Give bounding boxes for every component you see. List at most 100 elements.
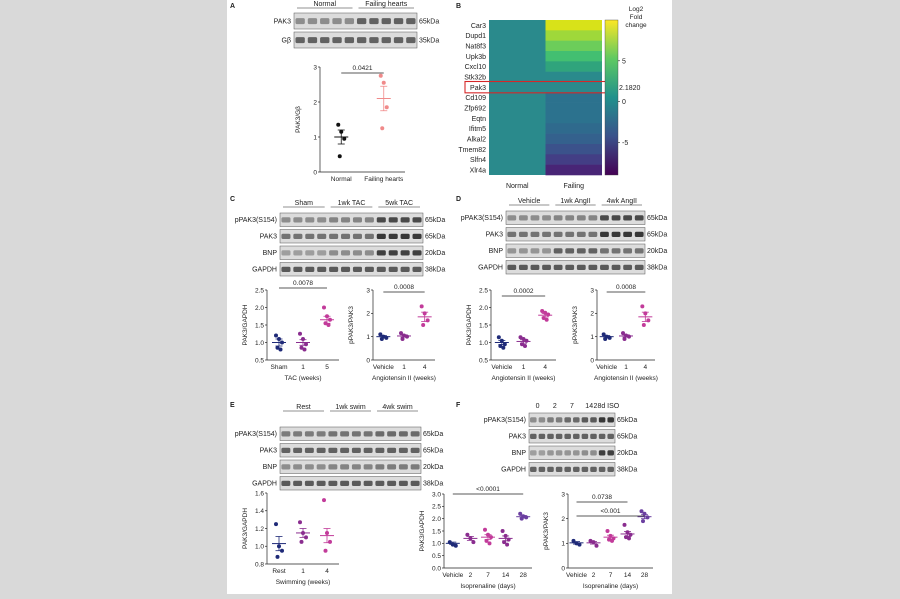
- panel-f-left-data-point: [500, 529, 505, 533]
- blot-band: [398, 431, 408, 437]
- blot-band: [611, 215, 621, 221]
- blot-band: [376, 250, 386, 256]
- panel-d-right-x-tick-label: Vehicle: [596, 364, 617, 371]
- blot-kda-label: 65kDa: [423, 431, 443, 438]
- blot-band: [381, 18, 391, 25]
- blot-band: [406, 18, 416, 25]
- blot-band: [565, 264, 575, 271]
- blot-strip: [279, 443, 422, 458]
- panel-c-left-y-tick-label: 2.5: [255, 287, 264, 294]
- blot-band: [588, 215, 598, 221]
- blot-kda-label: 35kDa: [419, 37, 439, 44]
- blot-band: [281, 447, 291, 454]
- heatmap-gene-label: Stk32b: [464, 74, 486, 81]
- blot-kda-label: 38kDa: [647, 264, 667, 271]
- panel-f-right-y-tick-label: 1: [561, 541, 565, 548]
- panel-c-right-data-point: [405, 334, 409, 339]
- panel-f-right-y-tick-label: 3: [561, 491, 565, 498]
- blot-band: [600, 231, 609, 238]
- blot-band: [564, 417, 571, 423]
- blot-band: [634, 215, 644, 221]
- blot-band: [581, 466, 589, 473]
- panel-f-right-data-point: [605, 529, 610, 533]
- blot-band: [623, 248, 633, 254]
- panel-c-right-y-tick-label: 3: [366, 287, 370, 294]
- blot-band: [398, 480, 408, 487]
- blot-group-label: 1wk AngII: [560, 198, 590, 205]
- blot-kda-label: 20kDa: [425, 250, 445, 257]
- blot-band: [530, 248, 540, 254]
- colorbar: [604, 19, 619, 176]
- blot-band: [387, 480, 397, 487]
- blot-row-label: GAPDH: [252, 266, 277, 273]
- blot-band: [530, 450, 537, 456]
- panel-a-y-tick-label: 1: [313, 134, 317, 141]
- heatmap-normal-column: [489, 20, 546, 175]
- panel-c-left-data-point: [275, 345, 280, 350]
- blot-band: [344, 18, 355, 25]
- panel-d-left-y-tick-label: 2.0: [479, 305, 488, 312]
- blot-band: [530, 231, 540, 238]
- blot-band: [376, 266, 386, 273]
- blot-band: [542, 264, 551, 271]
- panel-d-left-p-value: 0.0002: [514, 288, 534, 295]
- blot-band: [573, 417, 580, 423]
- panel-d-right-p-value: 0.0008: [616, 284, 636, 291]
- blot-band: [352, 266, 362, 273]
- blot-band: [590, 466, 597, 473]
- heatmap-failing-cell: [545, 40, 602, 52]
- blot-band: [555, 466, 563, 473]
- panel-e-x-tick-label: Rest: [272, 568, 286, 575]
- blot-band: [329, 233, 339, 240]
- blot-band: [393, 37, 404, 44]
- heatmap-failing-cell: [545, 82, 602, 93]
- blot-row-label: GAPDH: [252, 480, 277, 487]
- panel-c-left-data-point: [298, 331, 302, 336]
- blot-band: [553, 215, 563, 221]
- panel-d-left-y-tick-label: 1.0: [479, 340, 488, 347]
- blot-group-label: Failing hearts: [365, 1, 408, 8]
- blot-band: [304, 431, 314, 437]
- panel-e-y-label: PAK3/GAPDH: [242, 508, 249, 549]
- blot-group-label: Sham: [295, 200, 313, 207]
- panel-a-y-tick-label: 0: [313, 169, 317, 176]
- heatmap-failing-cell: [545, 123, 602, 134]
- panel-f-right-data-point: [577, 542, 582, 547]
- colorbar-tick-label: 0: [622, 99, 626, 106]
- panel-c-left-data-point: [299, 345, 304, 350]
- blot-band: [576, 264, 586, 271]
- blot-band: [363, 464, 373, 470]
- panel-d-right-x-tick-label: 4: [644, 364, 648, 371]
- panel-f-right-x-tick-label: 7: [609, 572, 613, 579]
- blot-band: [293, 480, 303, 487]
- heatmap-failing-cell: [545, 164, 602, 176]
- blot-band: [341, 233, 351, 240]
- blot-band: [611, 248, 621, 254]
- blot-band: [555, 433, 563, 440]
- heatmap-gene-label: Pak3: [470, 85, 486, 92]
- blot-band: [542, 248, 551, 254]
- panel-d-right-x-tick-label: 1: [624, 364, 628, 371]
- blot-band: [281, 217, 291, 223]
- blot-strip: [505, 260, 646, 275]
- blot-band: [340, 447, 350, 454]
- blot-band: [281, 431, 291, 437]
- blot-band: [317, 266, 327, 273]
- blot-band: [538, 466, 546, 473]
- panel-d-left-data-point: [544, 317, 549, 322]
- panel-f-right-x-tick-label: 2: [592, 572, 596, 579]
- panel-d-left-y-label: PAK3/GAPDH: [466, 304, 473, 345]
- heatmap-failing-cell: [545, 20, 602, 31]
- blot-band: [340, 464, 350, 470]
- blot-group-label: 14: [585, 403, 593, 410]
- panel-c-right-y-tick-label: 1: [366, 334, 370, 341]
- blot-strip: [293, 31, 418, 49]
- panel-c-right-p-value: 0.0008: [394, 284, 414, 291]
- blot-band: [634, 231, 644, 238]
- blot-band: [598, 417, 606, 423]
- blot-band: [351, 431, 361, 437]
- blot-kda-label: 65kDa: [617, 433, 637, 440]
- panel-f-left-y-tick-label: 1.5: [432, 528, 441, 535]
- blot-band: [293, 266, 303, 273]
- panel-f-left-x-label: Isoprenaline (days): [460, 583, 515, 590]
